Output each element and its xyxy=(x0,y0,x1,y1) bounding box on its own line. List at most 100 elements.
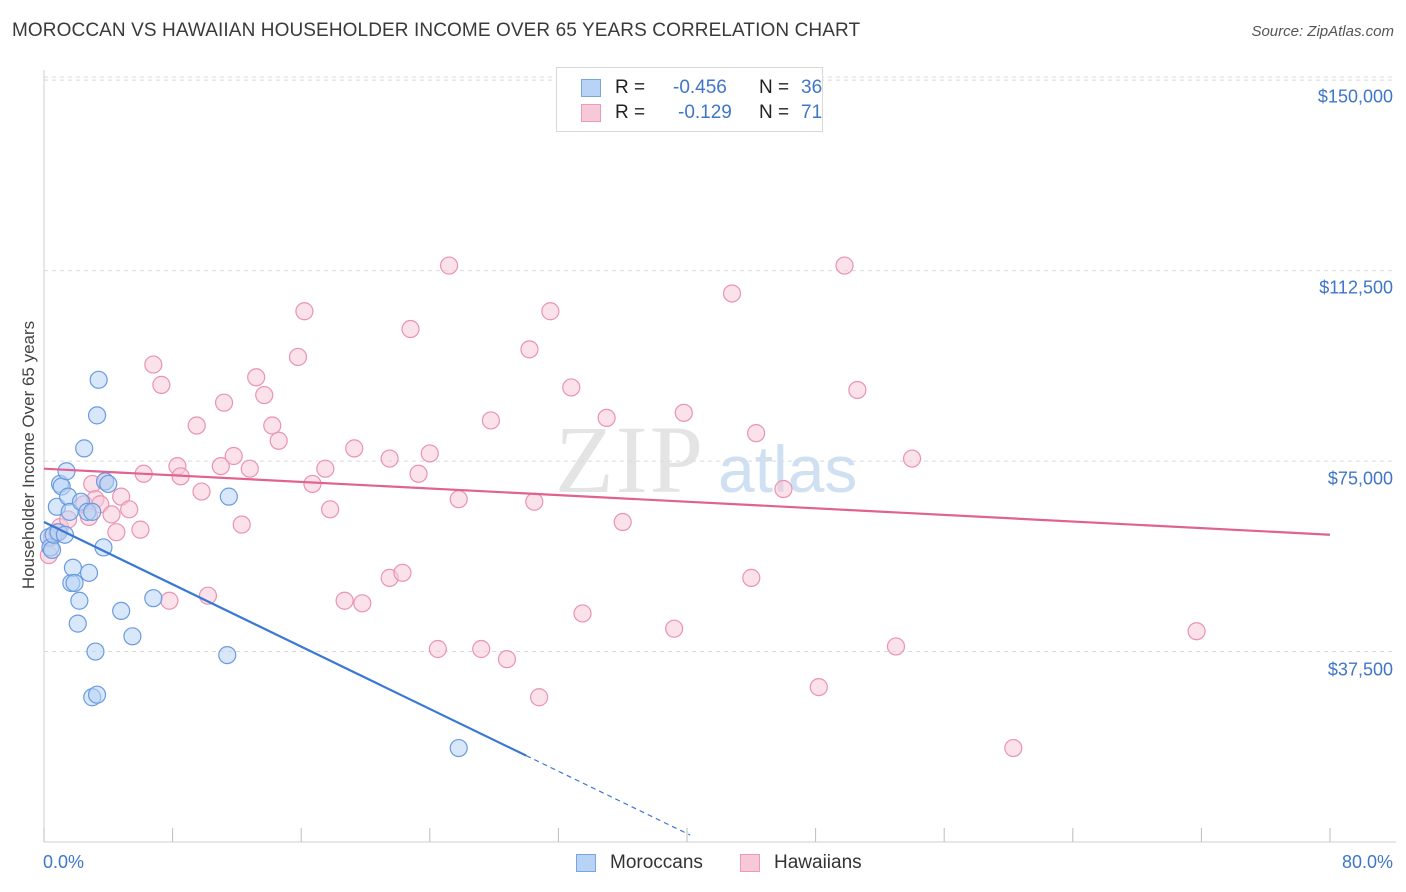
hawaiians-point xyxy=(1004,738,1023,758)
hawaiians-point xyxy=(211,457,230,476)
moroccans-point xyxy=(99,474,118,494)
moroccans-point xyxy=(218,645,237,665)
hawaiians-point xyxy=(886,637,906,656)
hawaiians-point xyxy=(335,591,354,610)
hawaiians-point xyxy=(144,355,163,374)
hawaiians-legend-swatch xyxy=(740,854,760,872)
y-axis-label: Householder Income Over 65 years xyxy=(19,320,38,590)
hawaiians-point xyxy=(525,492,544,511)
hawaiians-point xyxy=(597,408,616,428)
hawaiians-point xyxy=(232,515,251,534)
moroccans-point xyxy=(60,502,79,521)
hawaiians-point xyxy=(247,368,266,387)
moroccans-point xyxy=(70,591,89,610)
hawaiians-point xyxy=(269,431,288,450)
hawaiians-point xyxy=(255,385,274,405)
hawaiians-point xyxy=(160,591,179,610)
r-value: -0.129 xyxy=(678,102,732,123)
hawaiians-point xyxy=(187,416,206,435)
hawaiians-point xyxy=(835,256,854,275)
hawaiians-point xyxy=(321,500,340,519)
moroccans-point xyxy=(87,685,107,704)
hawaiians-point xyxy=(848,380,867,400)
n-value: 36 xyxy=(801,77,823,98)
hawaiians-point xyxy=(120,500,139,519)
hawaiians-point xyxy=(573,604,592,623)
r-label: R = xyxy=(615,102,646,123)
hawaiians-point xyxy=(420,444,439,463)
hawaiians-point xyxy=(102,505,121,524)
moroccans-point xyxy=(89,370,108,389)
source-label: Source: ZipAtlas.com xyxy=(1251,23,1394,40)
moroccans-point xyxy=(86,642,105,661)
hawaiians-point xyxy=(401,319,420,339)
hawaiians-point xyxy=(472,639,491,659)
hawaiians-point xyxy=(541,302,560,321)
hawaiians-point xyxy=(613,512,632,532)
chart-title: MOROCCAN VS HAWAIIAN HOUSEHOLDER INCOME … xyxy=(12,20,861,41)
hawaiians-point xyxy=(263,416,282,435)
hawaiians-point xyxy=(428,639,447,659)
moroccans-point xyxy=(219,487,238,506)
moroccans-point xyxy=(144,589,163,608)
hawaiians-point xyxy=(393,563,412,582)
moroccans-swatch xyxy=(581,79,601,97)
moroccans-point xyxy=(83,502,102,521)
moroccans-point xyxy=(87,406,107,425)
hawaiians-point xyxy=(1187,622,1206,641)
hawaiians-point xyxy=(497,650,517,669)
n-value: 71 xyxy=(801,102,823,123)
y-tick-label: $112,500 xyxy=(1319,277,1393,298)
hawaiians-point xyxy=(214,393,234,412)
r-label: R = xyxy=(615,77,646,98)
hawaiians-point xyxy=(674,403,693,422)
hawaiians-point xyxy=(152,375,171,394)
y-tick-label: $150,000 xyxy=(1317,86,1393,107)
hawaiians-point xyxy=(295,302,314,321)
r-value: -0.456 xyxy=(673,77,727,98)
moroccans-point xyxy=(75,439,94,458)
hawaiians-swatch xyxy=(581,104,601,122)
hawaiians-point xyxy=(742,568,761,587)
hawaiians-point xyxy=(380,449,399,468)
hawaiians-point xyxy=(345,439,364,458)
moroccans-trend-line-extension xyxy=(525,755,691,836)
moroccans-trend-line xyxy=(43,521,527,757)
hawaiians-point xyxy=(316,459,335,478)
n-label: N = xyxy=(759,77,790,98)
axes xyxy=(43,70,1396,843)
hawaiians-point xyxy=(774,479,793,499)
hawaiians-point xyxy=(530,688,549,707)
trend-lines xyxy=(43,467,1331,836)
hawaiians-point xyxy=(481,411,500,430)
legend-item-hawaiians[interactable]: Hawaiians xyxy=(740,852,890,876)
hawaiians-point xyxy=(353,594,372,613)
moroccans-legend-swatch xyxy=(576,854,596,872)
moroccans-point xyxy=(112,601,131,621)
x-tick-label-min: 0.0% xyxy=(43,852,85,872)
hawaiians-point xyxy=(722,284,742,303)
hawaiians-point xyxy=(303,474,322,494)
moroccans-point xyxy=(42,540,62,560)
x-tick-label-max: 80.0% xyxy=(1341,852,1393,872)
legend-label: Moroccans xyxy=(610,852,703,873)
legend-label: Hawaiians xyxy=(774,852,862,873)
hawaiians-point xyxy=(107,523,126,542)
legend-item-moroccans[interactable]: Moroccans xyxy=(576,852,726,876)
hawaiians-point xyxy=(747,424,766,443)
hawaiians-point xyxy=(562,378,581,397)
moroccans-point xyxy=(79,563,99,582)
hawaiians-point xyxy=(409,464,428,483)
y-tick-label: $75,000 xyxy=(1327,468,1393,489)
moroccans-point xyxy=(65,573,84,593)
grid-lines xyxy=(44,76,1396,653)
moroccans-point xyxy=(123,627,142,646)
correlation-stats-box: R = -0.456 N = 36 R = -0.129 N = 71 xyxy=(556,67,823,132)
hawaiians-point xyxy=(224,446,243,466)
hawaiians-point xyxy=(449,490,468,509)
hawaiians-point xyxy=(131,520,150,539)
hawaiians-point xyxy=(902,449,922,468)
hawaiians-trend-line xyxy=(43,467,1331,536)
n-label: N = xyxy=(759,102,790,123)
